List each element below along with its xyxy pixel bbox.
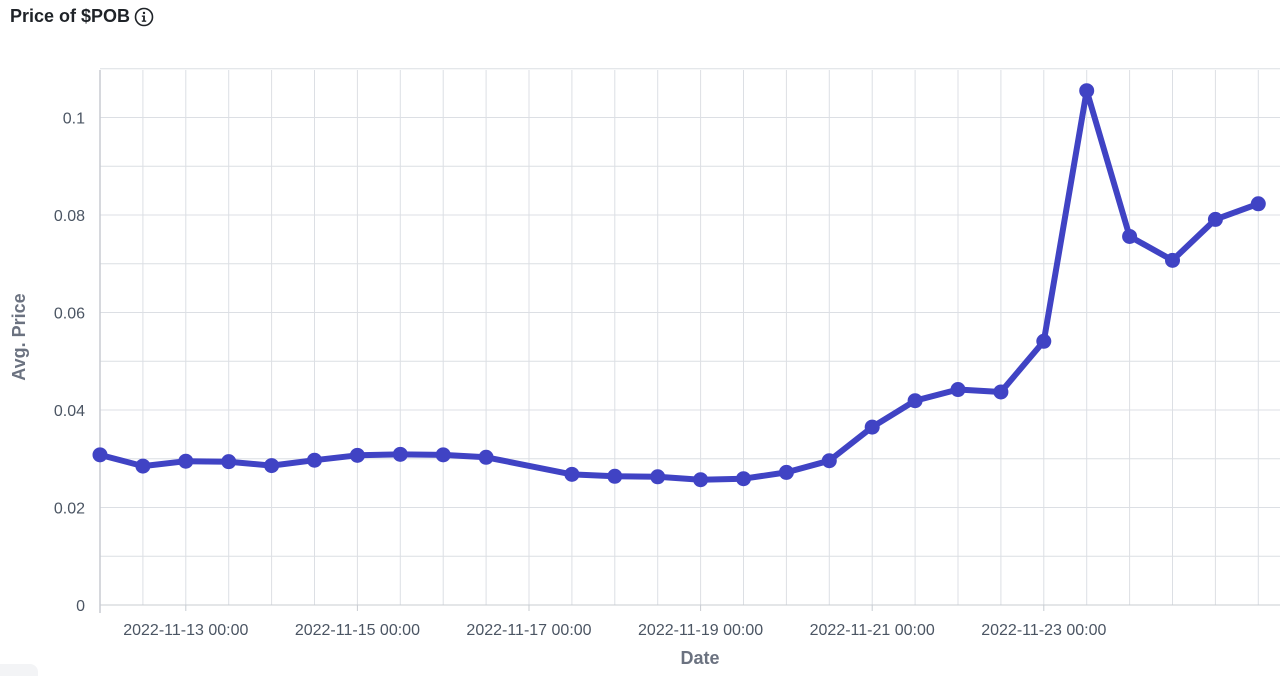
data-point[interactable] (564, 466, 580, 482)
x-tick-label: 2022-11-15 00:00 (295, 622, 420, 639)
data-point[interactable] (349, 447, 365, 463)
x-tick-label: 2022-11-19 00:00 (638, 622, 763, 639)
y-axis-title: Avg. Price (9, 293, 29, 380)
data-point[interactable] (221, 454, 237, 470)
x-axis-ticks: 2022-11-13 00:00 2022-11-15 00:00 2022-11-… (123, 605, 1106, 639)
x-tick-label: 2022-11-23 00:00 (981, 622, 1106, 639)
y-tick-label: 0.06 (54, 306, 85, 323)
chart-title: Price of $POB (10, 6, 131, 26)
y-tick-label: 0 (76, 598, 85, 615)
y-tick-label: 0.02 (54, 501, 85, 518)
y-tick-label: 0.04 (54, 403, 85, 420)
y-axis-ticks: 0 0.02 0.04 0.06 0.08 0.1 (54, 111, 85, 616)
y-tick-label: 0.1 (63, 111, 85, 128)
data-point[interactable] (435, 447, 451, 463)
data-point[interactable] (1079, 83, 1095, 99)
data-point[interactable] (178, 453, 194, 469)
x-tick-label: 2022-11-13 00:00 (123, 622, 248, 639)
chart-grid (100, 68, 1280, 605)
data-point[interactable] (264, 458, 280, 474)
data-point[interactable] (864, 419, 880, 435)
x-tick-label: 2022-11-17 00:00 (466, 622, 591, 639)
data-point[interactable] (478, 449, 494, 465)
data-point[interactable] (607, 468, 623, 484)
data-point[interactable] (135, 458, 151, 474)
chart-series (92, 83, 1266, 488)
data-point[interactable] (1122, 228, 1138, 244)
data-point[interactable] (993, 384, 1009, 400)
x-tick-label: 2022-11-21 00:00 (810, 622, 935, 639)
data-point[interactable] (821, 453, 837, 469)
data-point[interactable] (307, 452, 322, 468)
data-point[interactable] (1165, 252, 1180, 268)
data-point[interactable] (950, 382, 966, 398)
data-point[interactable] (736, 471, 751, 487)
data-point[interactable] (907, 393, 923, 409)
chart-header: Price of $POB (10, 6, 154, 27)
data-point[interactable] (1250, 196, 1266, 212)
data-point[interactable] (1207, 211, 1223, 227)
data-point[interactable] (92, 447, 108, 463)
chart-axes (99, 70, 1280, 613)
x-axis-title: Date (680, 648, 719, 668)
data-point[interactable] (778, 464, 794, 480)
info-circle-icon[interactable] (134, 7, 154, 27)
data-point[interactable] (650, 469, 666, 485)
page-corner-fragment (0, 664, 38, 676)
data-point[interactable] (392, 446, 408, 462)
data-point[interactable] (693, 472, 709, 488)
y-tick-label: 0.08 (54, 208, 85, 225)
series-line (97, 87, 1262, 483)
data-point[interactable] (1036, 333, 1052, 349)
